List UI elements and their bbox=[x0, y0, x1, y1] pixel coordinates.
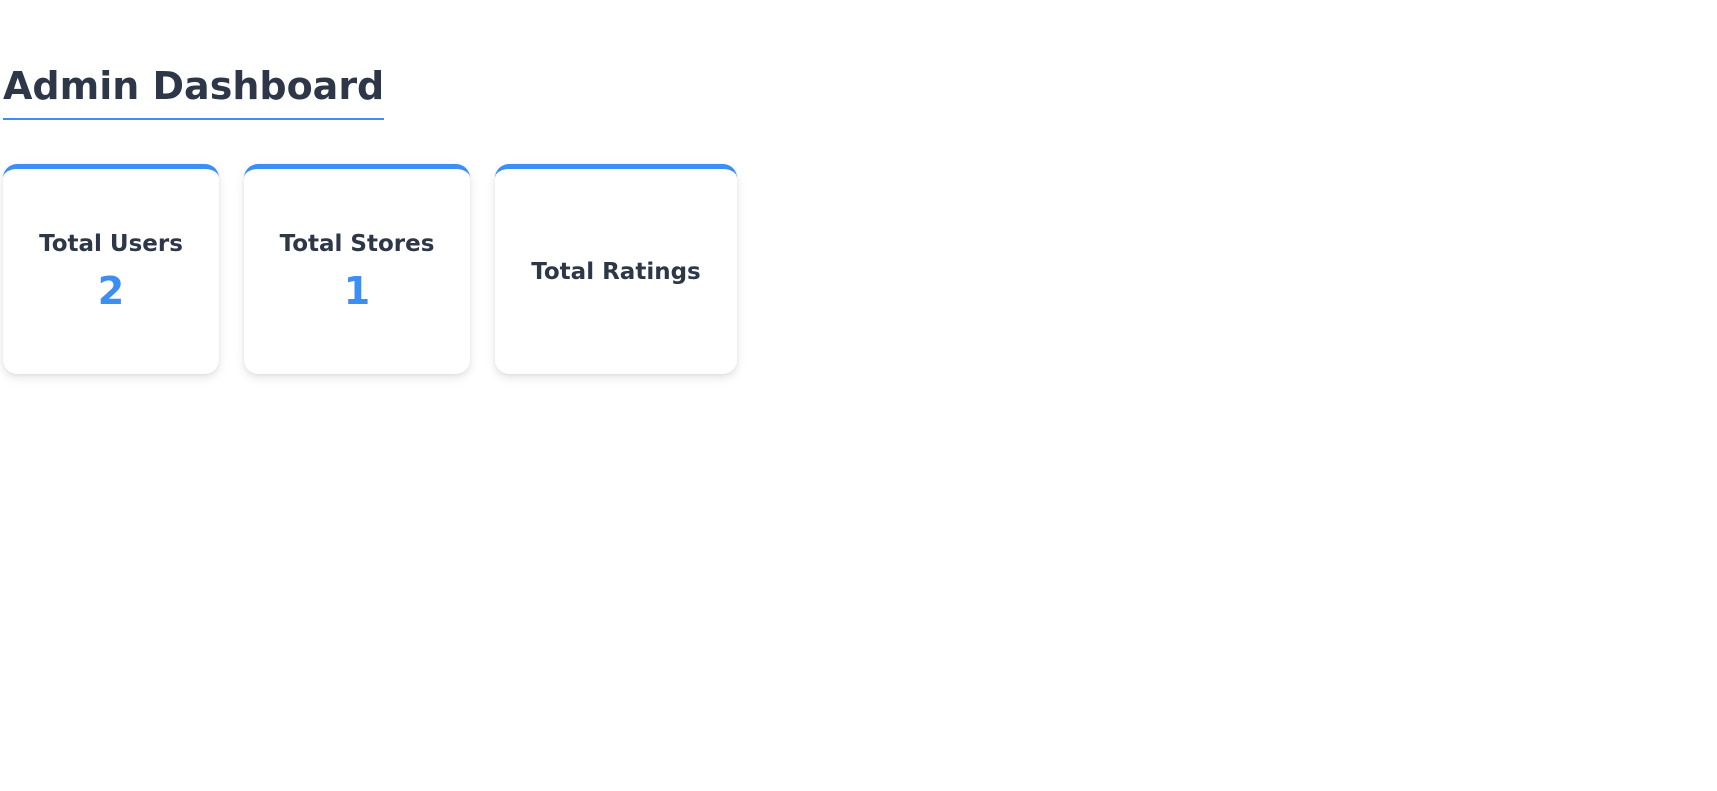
total-ratings-label: Total Ratings bbox=[531, 258, 701, 285]
stats-cards: Total Users 2 Total Stores 1 Total Ratin… bbox=[3, 164, 737, 374]
total-stores-value: 1 bbox=[343, 268, 371, 313]
total-users-card: Total Users 2 bbox=[3, 164, 219, 374]
page-title: Admin Dashboard bbox=[3, 62, 385, 120]
total-ratings-card: Total Ratings bbox=[495, 164, 737, 374]
total-stores-label: Total Stores bbox=[279, 230, 435, 257]
total-users-value: 2 bbox=[97, 268, 125, 313]
total-users-label: Total Users bbox=[39, 230, 183, 257]
total-stores-card: Total Stores 1 bbox=[244, 164, 470, 374]
